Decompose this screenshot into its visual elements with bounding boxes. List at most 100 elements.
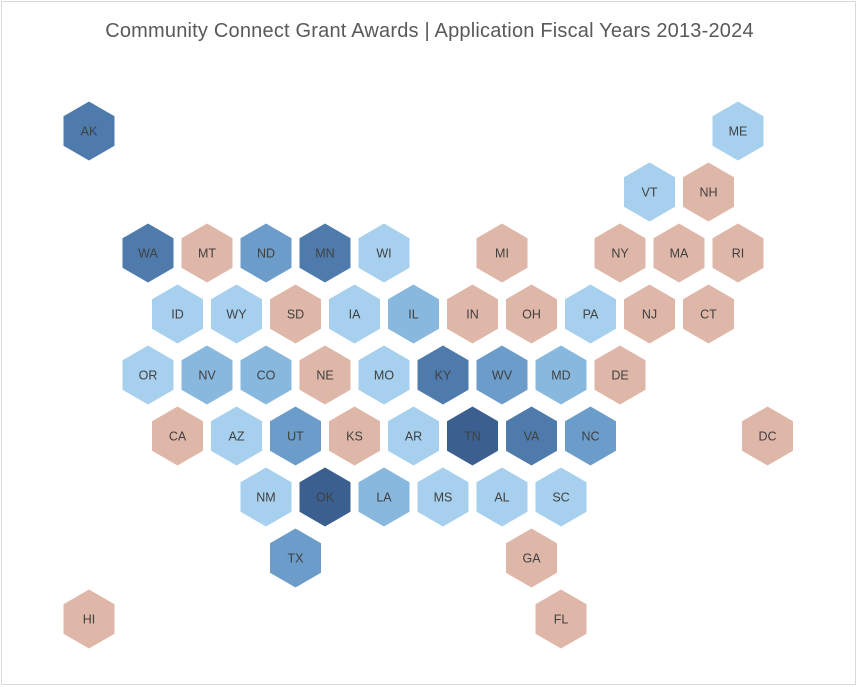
state-tile-mi[interactable]: MI bbox=[476, 223, 528, 283]
state-label: NC bbox=[581, 430, 599, 444]
map-title: Community Connect Grant Awards | Applica… bbox=[105, 20, 754, 42]
state-tile-ok[interactable]: OK bbox=[299, 467, 351, 527]
state-tile-ny[interactable]: NY bbox=[594, 223, 646, 283]
state-hex bbox=[181, 345, 233, 405]
state-hex bbox=[417, 345, 469, 405]
state-hex bbox=[122, 345, 174, 405]
state-label: KS bbox=[346, 430, 363, 444]
state-tile-mn[interactable]: MN bbox=[299, 223, 351, 283]
state-tile-pa[interactable]: PA bbox=[565, 284, 616, 344]
state-hex bbox=[506, 406, 557, 466]
state-tile-ia[interactable]: IA bbox=[329, 284, 380, 344]
state-label: CA bbox=[169, 430, 187, 444]
state-tile-co[interactable]: CO bbox=[240, 345, 292, 405]
state-label: CO bbox=[257, 369, 276, 383]
state-label: ND bbox=[257, 247, 275, 261]
state-hex bbox=[152, 284, 203, 344]
state-tile-wv[interactable]: WV bbox=[476, 345, 528, 405]
state-tile-nc[interactable]: NC bbox=[565, 406, 616, 466]
state-tile-ma[interactable]: MA bbox=[653, 223, 705, 283]
state-tile-ar[interactable]: AR bbox=[388, 406, 439, 466]
state-tile-ga[interactable]: GA bbox=[506, 528, 557, 588]
state-tile-sc[interactable]: SC bbox=[535, 467, 587, 527]
state-tile-me[interactable]: ME bbox=[712, 101, 764, 161]
state-label: UT bbox=[287, 430, 304, 444]
state-hex bbox=[476, 345, 528, 405]
state-label: WI bbox=[376, 247, 391, 261]
state-tile-tx[interactable]: TX bbox=[270, 528, 321, 588]
state-hex bbox=[270, 284, 321, 344]
state-tile-vt[interactable]: VT bbox=[624, 162, 675, 222]
state-hex bbox=[329, 406, 380, 466]
state-label: MD bbox=[551, 369, 570, 383]
state-hex bbox=[63, 589, 115, 649]
state-tile-wa[interactable]: WA bbox=[122, 223, 174, 283]
state-label: MS bbox=[434, 491, 453, 505]
state-tile-ks[interactable]: KS bbox=[329, 406, 380, 466]
state-tile-hi[interactable]: HI bbox=[63, 589, 115, 649]
state-label: VT bbox=[642, 186, 658, 200]
state-tile-az[interactable]: AZ bbox=[211, 406, 262, 466]
state-tile-la[interactable]: LA bbox=[358, 467, 410, 527]
state-hex bbox=[506, 528, 557, 588]
state-tile-md[interactable]: MD bbox=[535, 345, 587, 405]
state-tile-nd[interactable]: ND bbox=[240, 223, 292, 283]
state-tile-tn[interactable]: TN bbox=[447, 406, 498, 466]
state-tile-ct[interactable]: CT bbox=[683, 284, 734, 344]
state-label: MO bbox=[374, 369, 394, 383]
state-hex bbox=[506, 284, 557, 344]
state-tile-mo[interactable]: MO bbox=[358, 345, 410, 405]
state-hex bbox=[358, 467, 410, 527]
state-tile-or[interactable]: OR bbox=[122, 345, 174, 405]
state-hex bbox=[299, 345, 351, 405]
state-tile-id[interactable]: ID bbox=[152, 284, 203, 344]
state-tile-il[interactable]: IL bbox=[388, 284, 439, 344]
state-tile-nm[interactable]: NM bbox=[240, 467, 292, 527]
state-hex bbox=[683, 162, 734, 222]
state-tile-dc[interactable]: DC bbox=[742, 406, 793, 466]
state-tile-ky[interactable]: KY bbox=[417, 345, 469, 405]
state-hex bbox=[476, 467, 528, 527]
state-hex bbox=[299, 467, 351, 527]
state-tile-oh[interactable]: OH bbox=[506, 284, 557, 344]
state-hex bbox=[211, 406, 262, 466]
state-tile-ak[interactable]: AK bbox=[63, 101, 115, 161]
state-tile-nh[interactable]: NH bbox=[683, 162, 734, 222]
state-hex bbox=[535, 467, 587, 527]
state-hex bbox=[299, 223, 351, 283]
state-label: MN bbox=[315, 247, 334, 261]
state-tile-in[interactable]: IN bbox=[447, 284, 498, 344]
state-tile-wy[interactable]: WY bbox=[211, 284, 262, 344]
state-tile-mt[interactable]: MT bbox=[181, 223, 233, 283]
state-label: NM bbox=[256, 491, 275, 505]
state-label: CT bbox=[700, 308, 717, 322]
state-tile-fl[interactable]: FL bbox=[535, 589, 587, 649]
state-tile-ms[interactable]: MS bbox=[417, 467, 469, 527]
state-label: WA bbox=[138, 247, 158, 261]
state-tile-nv[interactable]: NV bbox=[181, 345, 233, 405]
state-label: FL bbox=[554, 613, 569, 627]
state-hex bbox=[211, 284, 262, 344]
state-label: OR bbox=[139, 369, 158, 383]
state-tile-ca[interactable]: CA bbox=[152, 406, 203, 466]
state-tile-ut[interactable]: UT bbox=[270, 406, 321, 466]
state-hex bbox=[388, 284, 439, 344]
state-hex bbox=[417, 467, 469, 527]
state-label: MT bbox=[198, 247, 216, 261]
state-tile-wi[interactable]: WI bbox=[358, 223, 410, 283]
state-tile-al[interactable]: AL bbox=[476, 467, 528, 527]
state-tile-ne[interactable]: NE bbox=[299, 345, 351, 405]
state-tile-nj[interactable]: NJ bbox=[624, 284, 675, 344]
state-tile-de[interactable]: DE bbox=[594, 345, 646, 405]
state-hex bbox=[594, 223, 646, 283]
state-hex bbox=[447, 284, 498, 344]
state-tile-ri[interactable]: RI bbox=[712, 223, 764, 283]
state-tile-va[interactable]: VA bbox=[506, 406, 557, 466]
state-label: TX bbox=[288, 552, 305, 566]
state-hex bbox=[240, 223, 292, 283]
state-hex bbox=[63, 101, 115, 161]
state-hex bbox=[535, 345, 587, 405]
state-tile-sd[interactable]: SD bbox=[270, 284, 321, 344]
state-hex bbox=[742, 406, 793, 466]
